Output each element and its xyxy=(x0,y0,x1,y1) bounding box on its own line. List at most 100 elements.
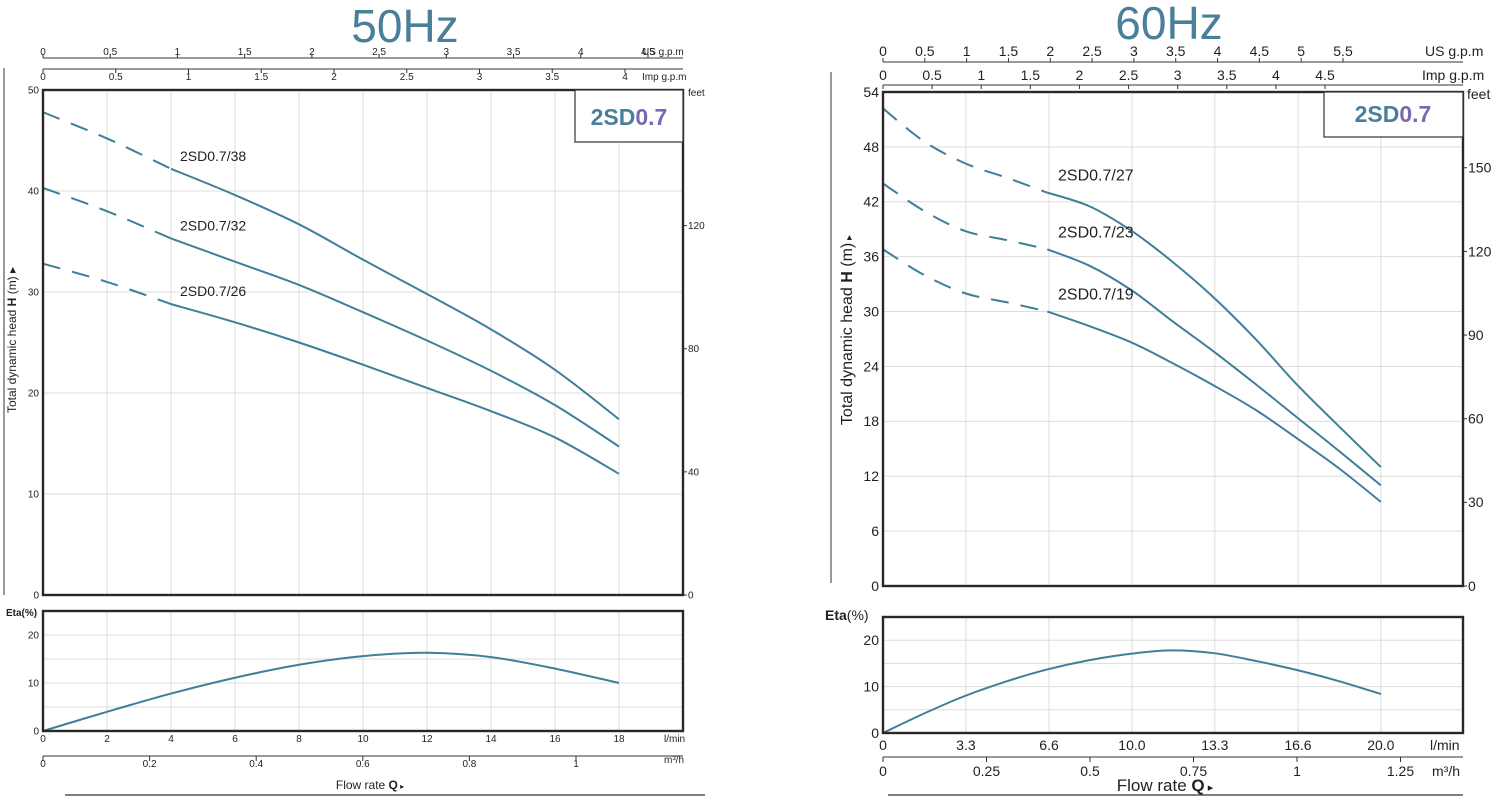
lmin-tick-label: 0 xyxy=(40,734,46,745)
m3h-tick-label: 0 xyxy=(879,763,887,779)
head-tick-label: 20 xyxy=(28,389,40,400)
lmin-tick-label: 6.6 xyxy=(1039,737,1059,753)
imp-gpm-tick-label: 0.5 xyxy=(922,67,942,83)
head-grid-60hz xyxy=(883,92,1463,586)
head-tick-label: 0 xyxy=(33,591,39,602)
feet-unit-50hz: feet xyxy=(688,88,705,99)
bottom-axes-60hz: 0 3.3 6.6 10.0 13.3 16.6 20.0 l/min 0 0.25 0.5 0.75… xyxy=(879,737,1463,779)
imp-gpm-tick-label: 4 xyxy=(622,72,628,83)
head-plot-frame-50hz xyxy=(41,88,685,597)
head-curve-dashed-2SD0-7-27 xyxy=(882,107,1048,194)
imp-gpm-tick-label: 4.5 xyxy=(1315,67,1335,83)
head-curve-dashed-2SD0-7-26 xyxy=(42,262,172,306)
eta-curve-50hz xyxy=(42,651,620,732)
us-gpm-unit: US g.p.m xyxy=(1425,43,1483,59)
lmin-tick-label: 4 xyxy=(168,734,174,745)
head-curves-60hz: 2SD0.7/27 2SD0.7/23 2SD0.7/19 xyxy=(882,107,1382,503)
flow-label-50hz: Flow rate Q ▸ xyxy=(336,778,404,792)
head-curve-2SD0-7-38 xyxy=(170,167,620,421)
head-tick-label: 54 xyxy=(863,84,879,100)
eta-label-50hz: Eta(%) xyxy=(6,608,37,619)
series-label: 2SD0.7/27 xyxy=(1058,168,1134,185)
us-gpm-tick-label: 4.5 xyxy=(641,47,655,58)
lmin-tick-label: 12 xyxy=(421,734,433,745)
lmin-tick-label: 13.3 xyxy=(1201,737,1228,753)
m3h-tick-label: 0 xyxy=(40,759,46,770)
feet-tick-label: 120 xyxy=(688,221,705,232)
us-gpm-tick-label: 3 xyxy=(444,47,450,58)
eta-tick-label: 10 xyxy=(863,679,879,695)
head-tick-label: 30 xyxy=(28,288,40,299)
imp-gpm-tick-label: 3 xyxy=(477,72,483,83)
head-curve-2SD0-7-27 xyxy=(1046,191,1382,468)
us-gpm-tick-label: 4 xyxy=(578,47,584,58)
eta-grid-50hz xyxy=(43,611,683,731)
us-gpm-tick-label: 1 xyxy=(963,43,971,59)
m3h-tick-label: 0.25 xyxy=(973,763,1000,779)
head-tick-label: 30 xyxy=(863,303,879,319)
eta-curve-60hz xyxy=(882,649,1382,734)
imp-gpm-tick-label: 2 xyxy=(331,72,337,83)
bottom-axes-50hz: 0 2 4 6 8 10 12 14 16 18 l/min 0 0.2 0.4 0.6 0.8 1 m³/h xyxy=(40,734,685,770)
lmin-tick-label: 3.3 xyxy=(956,737,976,753)
us-gpm-tick-label: 3.5 xyxy=(1166,43,1186,59)
us-gpm-tick-label: 4 xyxy=(1214,43,1222,59)
head-y-axis-50hz: 0 10 20 30 40 50 xyxy=(28,86,40,602)
feet-tick-label: 150 xyxy=(1468,160,1492,176)
head-tick-label: 50 xyxy=(28,86,40,97)
imp-gpm-tick-label: 4 xyxy=(1272,67,1280,83)
us-gpm-tick-label: 0.5 xyxy=(103,47,117,58)
us-gpm-tick-label: 0 xyxy=(879,43,887,59)
model-badge-50hz: 2SD0.7 xyxy=(574,89,684,143)
head-tick-label: 0 xyxy=(871,578,879,594)
flow-label-60hz: Flow rate Q ▸ xyxy=(1117,776,1214,795)
series-label: 2SD0.7/32 xyxy=(180,217,246,233)
lmin-tick-label: 18 xyxy=(613,734,625,745)
model-badge-text: 2SD0.7 xyxy=(1355,101,1432,127)
imp-gpm-tick-label: 3.5 xyxy=(545,72,559,83)
eta-tick-label: 0 xyxy=(871,725,879,741)
lmin-tick-label: 10.0 xyxy=(1118,737,1145,753)
series-label: 2SD0.7/23 xyxy=(1058,224,1134,241)
feet-axis-50hz: 0 40 80 120 xyxy=(683,221,705,602)
us-gpm-tick-label: 1 xyxy=(175,47,181,58)
imp-gpm-unit: Imp g.p.m xyxy=(642,72,686,83)
eta-label-60hz: Eta(%) xyxy=(825,607,869,623)
eta-plot-frame-60hz xyxy=(881,615,1465,735)
lmin-tick-label: 0 xyxy=(879,737,887,753)
us-gpm-tick-label: 5.5 xyxy=(1333,43,1353,59)
imp-gpm-tick-label: 0 xyxy=(40,72,46,83)
imp-gpm-unit: Imp g.p.m xyxy=(1422,67,1484,83)
chart-title-60hz: 60Hz xyxy=(1115,0,1222,49)
model-badge-text: 2SD0.7 xyxy=(591,104,668,130)
m3h-tick-label: 1 xyxy=(573,759,579,770)
lmin-unit: l/min xyxy=(664,734,685,745)
eta-plot-frame-50hz xyxy=(41,609,685,733)
chart-title-50hz: 50Hz xyxy=(351,0,458,52)
head-tick-label: 48 xyxy=(863,139,879,155)
efficiency-curve xyxy=(882,649,1382,734)
lmin-tick-label: 8 xyxy=(296,734,302,745)
eta-grid-60hz xyxy=(883,617,1463,733)
feet-tick-label: 40 xyxy=(688,467,700,478)
lmin-unit: l/min xyxy=(1430,737,1460,753)
lmin-tick-label: 16 xyxy=(549,734,561,745)
head-tick-label: 10 xyxy=(28,490,40,501)
m3h-tick-label: 0.8 xyxy=(462,759,476,770)
us-gpm-tick-label: 5 xyxy=(1297,43,1305,59)
head-tick-label: 12 xyxy=(863,468,879,484)
us-gpm-tick-label: 3.5 xyxy=(507,47,521,58)
head-curve-dashed-2SD0-7-23 xyxy=(882,182,1048,251)
feet-tick-label: 80 xyxy=(688,344,700,355)
m3h-tick-label: 0.2 xyxy=(143,759,157,770)
head-tick-label: 42 xyxy=(863,194,879,210)
head-curve-2SD0-7-26 xyxy=(170,303,620,475)
imp-gpm-tick-label: 2.5 xyxy=(1119,67,1139,83)
imp-gpm-tick-label: 1 xyxy=(186,72,192,83)
head-curve-dashed-2SD0-7-38 xyxy=(42,111,172,170)
series-label: 2SD0.7/38 xyxy=(180,148,246,164)
model-badge-60hz: 2SD0.7 xyxy=(1323,91,1464,138)
head-tick-label: 40 xyxy=(28,187,40,198)
head-tick-label: 36 xyxy=(863,249,879,265)
